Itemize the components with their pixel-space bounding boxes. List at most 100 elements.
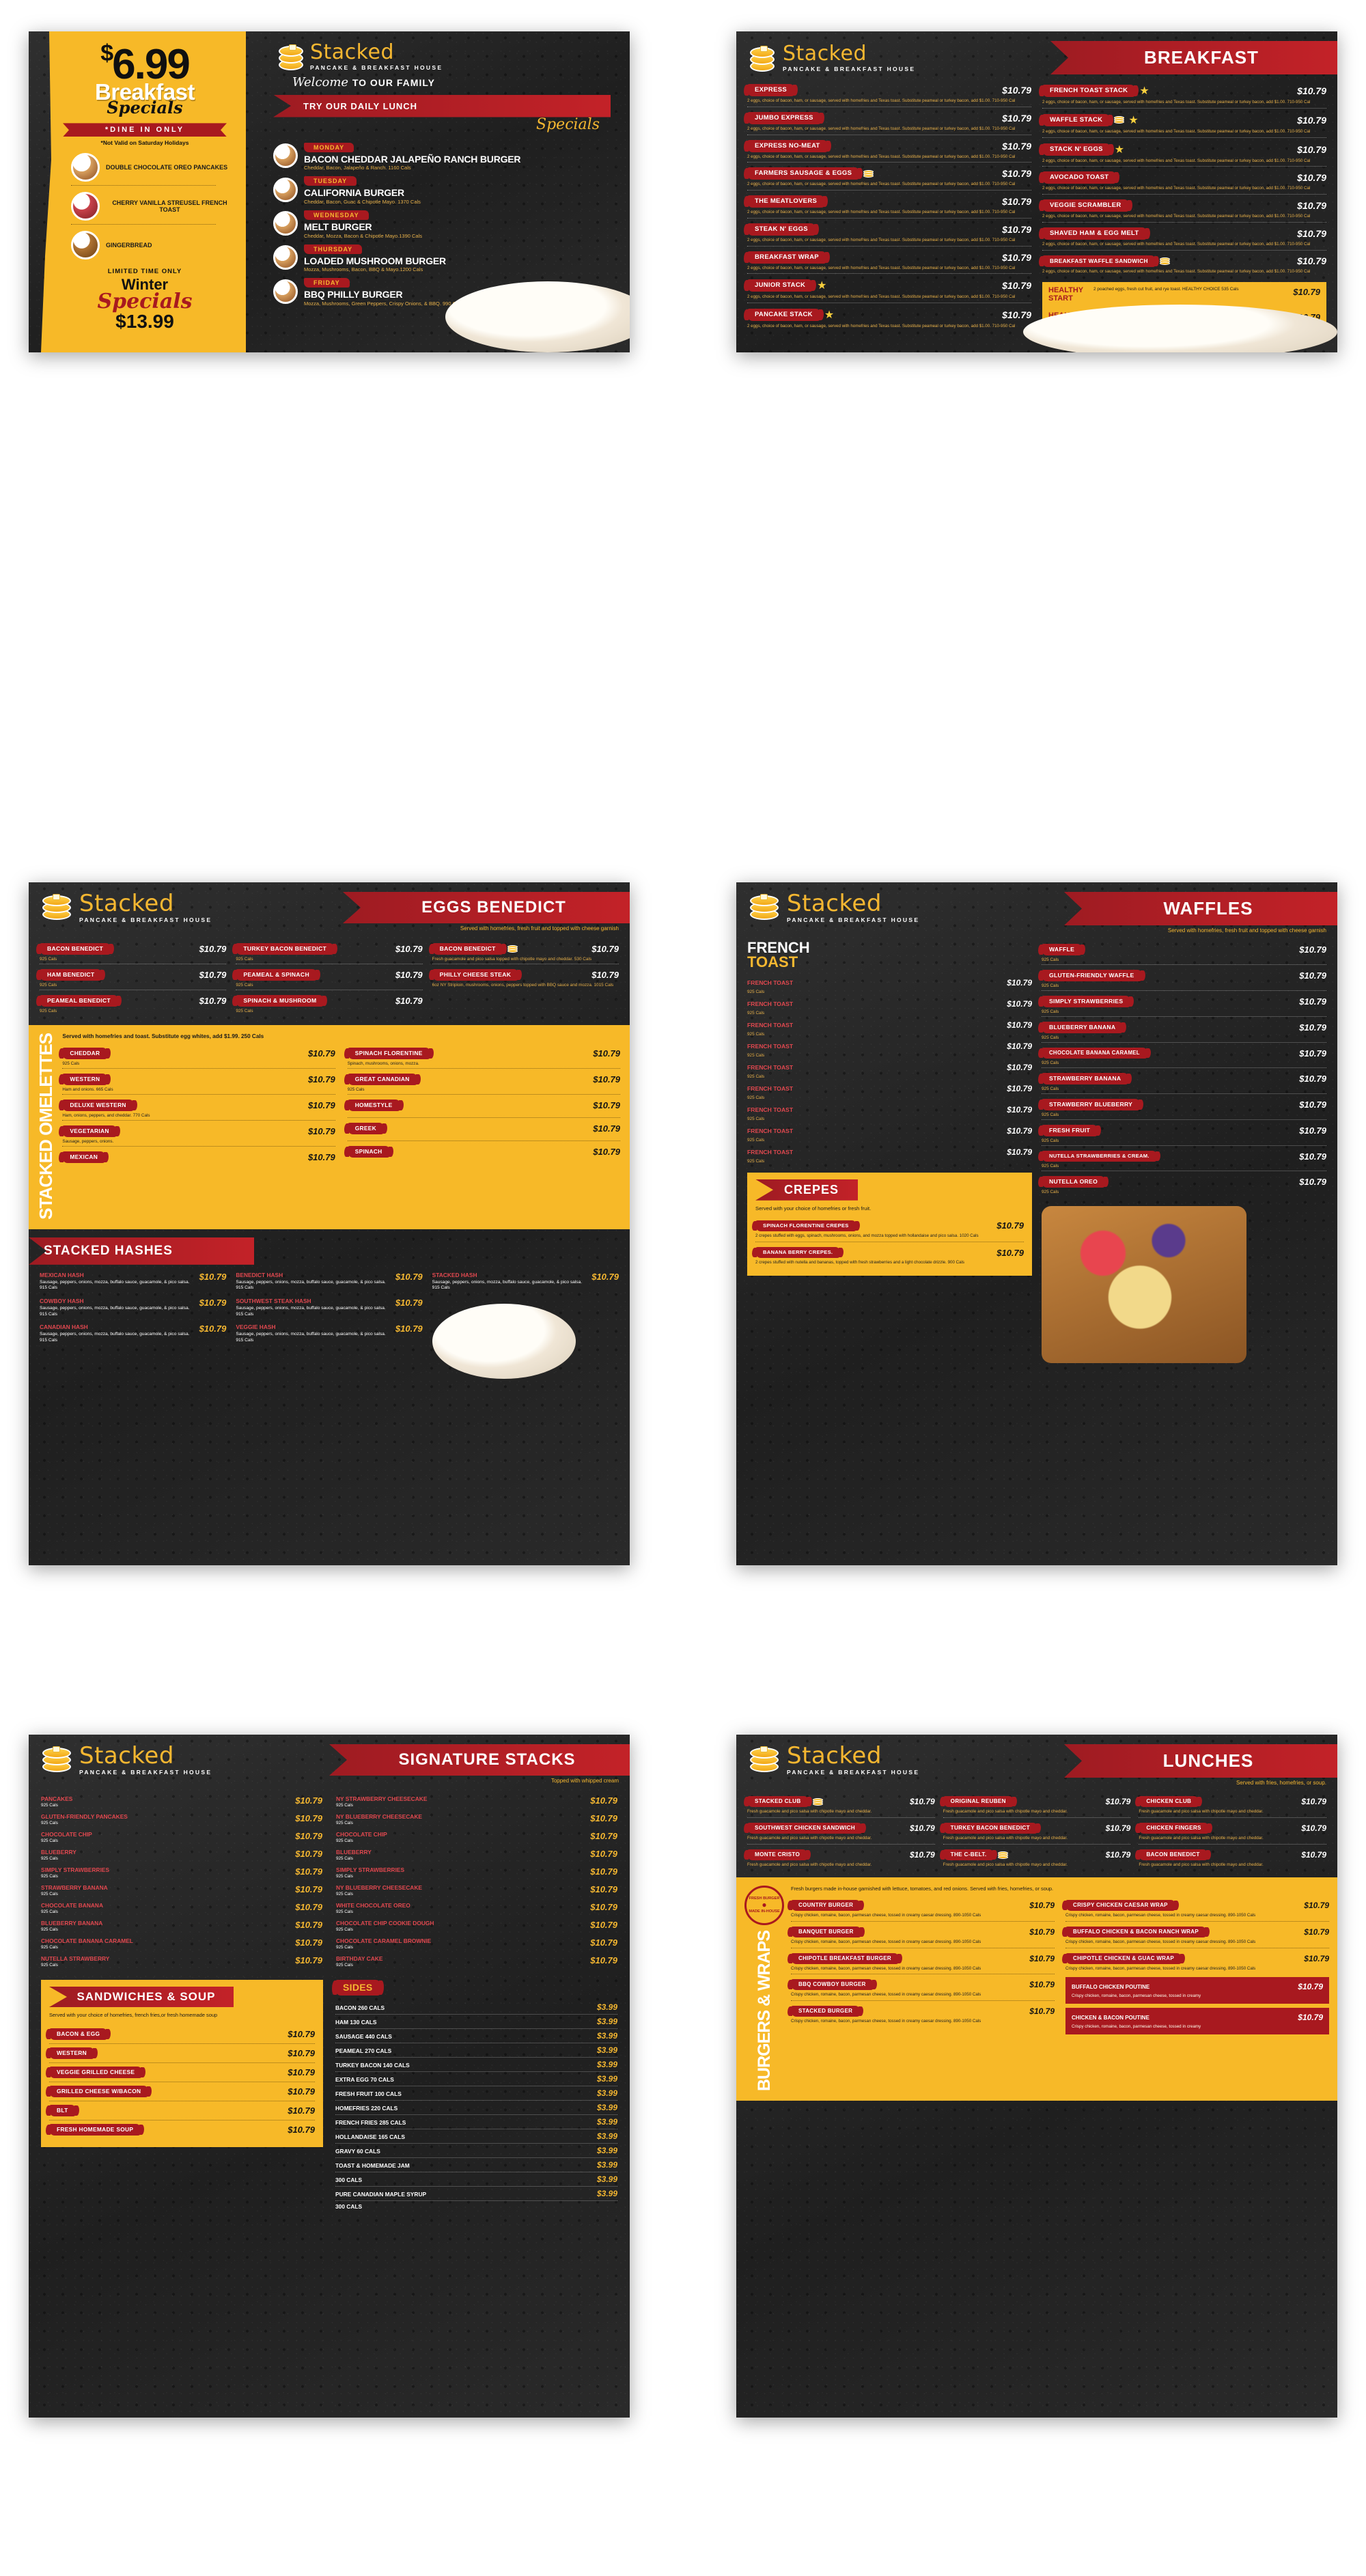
menu-row: BLT $10.79 [46, 2101, 315, 2120]
menu-row-highlight: CHICKEN & BACON POUTINE $10.79 Crispy ch… [1065, 2008, 1329, 2034]
item-name: PURE CANADIAN MAPLE SYRUP [335, 2191, 427, 2198]
item-name: NY BLUEBERRY CHEESECAKE [336, 1813, 422, 1820]
item-desc: Crispy chicken, romaine, bacon, parmesan… [791, 1913, 981, 1918]
pancake-icon [863, 169, 874, 178]
item-price: $10.79 [288, 2105, 315, 2116]
burger-thumb-icon [273, 279, 298, 304]
item-name: VEGGIE GRILLED CHEESE [45, 2066, 146, 2078]
menu-row: FRENCH TOAST $10.79 925 Cals [747, 1039, 1032, 1060]
menu-row: MEXICAN HASH Sausage, peppers, onions, m… [40, 1272, 226, 1291]
menu-row: WAFFLE $10.79 925 Cals [1037, 941, 1326, 967]
highlight-price: $10.79 [1293, 287, 1320, 298]
crepes-section: CREPES Served with your choice of homefr… [747, 1172, 1032, 1276]
item-name: BREAKFAST WRAP [744, 251, 830, 264]
item-name: GREEK [344, 1123, 388, 1134]
item-name: SIMPLY STRAWBERRIES [336, 1866, 405, 1873]
item-cals: 925 Cals [336, 1856, 353, 1861]
item-desc: 2 eggs, choice of bacon, ham, or sausage… [1042, 128, 1311, 134]
item-name: HOMEFRIES 220 CALS [335, 2105, 398, 2112]
item-desc: 2 eggs, choice of bacon, ham, or sausage… [747, 98, 1016, 103]
menu-row: CHOCOLATE CHIP COOKIE DOUGH 925 Cals $10.7… [336, 1917, 617, 1935]
section-title-lunches: LUNCHES [1064, 1744, 1337, 1778]
list-item: MONDAY BACON CHEDDAR JALAPEÑO RANCH BURG… [273, 141, 617, 171]
item-price: $10.79 [1301, 1823, 1327, 1834]
stamp-line-1: FRESH BURGER [749, 1896, 780, 1901]
item-desc: 2 crepes stuffed with eggs, spinach, mus… [755, 1233, 979, 1238]
item-cals: 925 Cals [1042, 1138, 1059, 1143]
section-title-breakfast: BREAKFAST [1050, 41, 1337, 74]
item-price: $10.79 [307, 1074, 335, 1084]
item-cals: 925 Cals [41, 1856, 58, 1861]
item-name: PANCAKES [41, 1795, 73, 1802]
item-price: $10.79 [295, 1795, 322, 1806]
item-desc: Crispy chicken, romaine, bacon, parmesan… [1072, 2024, 1201, 2030]
star-icon: ★ [824, 309, 835, 321]
menu-row: CRISPY CHICKEN CAESAR WRAP $10.79 Crispy… [1062, 1897, 1329, 1924]
item-price: $10.79 [288, 2124, 315, 2135]
menu-row: FRENCH TOAST $10.79 925 Cals [747, 1145, 1032, 1166]
item-cals: 925 Cals [336, 1838, 353, 1843]
item-name: WHITE CHOCOLATE OREO [336, 1902, 410, 1909]
daily-specials-section: Stacked PANCAKE & BREAKFAST HOUSE Welcom… [254, 31, 630, 352]
item-price: $10.79 [1298, 2013, 1323, 2023]
item-desc: Fresh guacamole and pico salsa with chip… [943, 1836, 1068, 1841]
item-cals: Ham, onions, peppers, and cheddar. 770 C… [62, 1113, 150, 1118]
menu-row-highlight: BUFFALO CHICKEN POUTINE $10.79 Crispy ch… [1065, 1977, 1329, 2004]
item-name: JUMBO EXPRESS [744, 111, 824, 124]
item-name: GRAVY 60 CALS [335, 2148, 380, 2155]
section-title-eggs-benedict: EGGS BENEDICT [343, 892, 630, 923]
item-name: 300 CALS [335, 2203, 363, 2210]
menu-row: BBQ COWBOY BURGER $10.79 Crispy chicken,… [787, 1976, 1055, 2003]
item-price: $10.79 [1002, 168, 1031, 180]
benedict-column-3: BACON BENEDICT $10.79 Fresh guacamole an… [428, 940, 619, 1016]
item-price: $10.79 [1301, 1797, 1327, 1806]
item-name: EXPRESS [744, 84, 798, 96]
daily-lunch-banner: TRY OUR DAILY LUNCH [273, 94, 611, 117]
item-desc: Crispy chicken, romaine, bacon, parmesan… [791, 1992, 981, 1998]
item-price: $10.79 [1029, 2006, 1055, 2017]
welcome-line: Welcome TO OUR FAMILY [254, 71, 630, 89]
food-photo [1042, 1206, 1246, 1363]
item-cals: 925 Cals [747, 1137, 765, 1143]
item-name: NUTELLA OREO [1037, 1176, 1109, 1188]
item-name: HOMESTYLE [344, 1100, 404, 1111]
menu-row: CHOCOLATE CHIP 925 Cals $10.79 [336, 1828, 617, 1846]
item-price: $3.99 [596, 2131, 617, 2141]
highlight-name: HEALTHY START [1048, 286, 1083, 303]
dish-desc: Cheddar, Bacon, Jalapeño & Ranch. 1160 C… [304, 165, 411, 171]
item-desc: 2 eggs, choice of bacon, ham, or sausage… [1042, 158, 1311, 163]
menu-row: PEAMEAL BENEDICT $10.79 925 Cals [36, 992, 226, 1016]
brand-tagline: PANCAKE & BREAKFAST HOUSE [79, 916, 212, 923]
item-desc: 2 eggs, choice of bacon, ham, or sausage… [1042, 241, 1311, 247]
list-item: FRIDAY BBQ PHILLY BURGER Mozza, Mushroom… [273, 276, 617, 307]
menu-row: WESTERN $10.79 [46, 2044, 315, 2062]
item-name: BACON BENEDICT [36, 943, 115, 955]
menu-row: DELUXE WESTERN $10.79 Ham, onions, peppe… [59, 1097, 335, 1123]
item-name: STACKED BURGER [787, 2006, 864, 2017]
item-desc: Crispy chicken, romaine, bacon, parmesan… [1065, 1965, 1256, 1971]
menu-row: FRENCH TOAST STACK ★ $10.79 2 eggs, choi… [1038, 81, 1326, 111]
item-desc: Crispy chicken, romaine, bacon, parmesan… [791, 2019, 981, 2024]
item-cals: 925 Cals [40, 983, 57, 988]
item-price: $10.79 [593, 1147, 621, 1157]
brand-name: Stacked [787, 1742, 882, 1769]
menu-row: THE MEATLOVERS $10.79 2 eggs, choice of … [743, 193, 1031, 221]
specials-yellow-block [41, 31, 246, 352]
burger-thumb-icon [273, 244, 298, 270]
item-price: $10.79 [1029, 1901, 1055, 1911]
item-name: BACON & EGG [45, 2028, 111, 2040]
item-cals: 925 Cals [747, 1158, 765, 1164]
item-name: FRESH HOMEMADE SOUP [45, 2123, 145, 2136]
item-name: STRAWBERRY BLUEBERRY [1037, 1099, 1144, 1110]
item-name: PANCAKE STACK [744, 309, 824, 321]
item-desc: Crispy chicken, romaine, bacon, parmesan… [791, 1939, 981, 1944]
section-title-label: EGGS BENEDICT [421, 898, 566, 916]
brand-logo: Stacked PANCAKE & BREAKFAST HOUSE [749, 43, 915, 72]
item-cals: 925 Cals [236, 1009, 253, 1013]
menu-row: HOMEFRIES 220 CALS $3.99 [335, 2101, 617, 2114]
item-cals: 925 Cals [747, 1052, 765, 1058]
item-price: $3.99 [596, 2160, 617, 2170]
item-cals: Ham and onions. 665 Cals [62, 1087, 113, 1092]
item-price: $10.79 [307, 1048, 335, 1059]
item-name: CHICKEN & BACON POUTINE [1072, 2014, 1149, 2021]
